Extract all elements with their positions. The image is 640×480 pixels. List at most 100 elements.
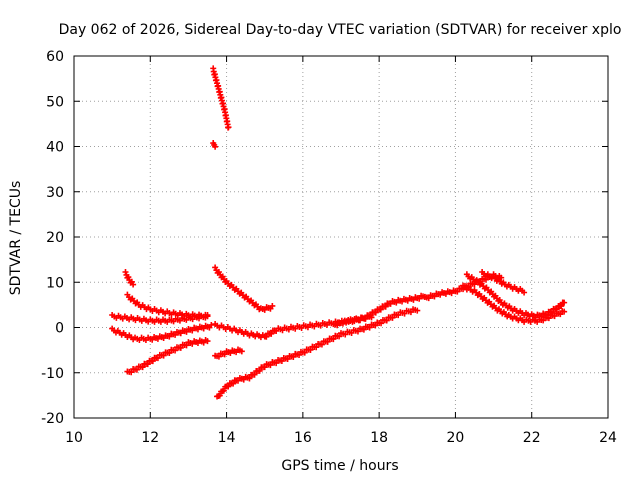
data-point (220, 387, 227, 394)
data-point (377, 306, 384, 313)
data-point (166, 350, 173, 357)
y-axis-ticks: -20 -10 0 10 20 30 40 50 60 (41, 49, 608, 427)
data-point (177, 344, 184, 351)
data-point (204, 338, 211, 345)
data-point (261, 364, 268, 371)
series-track-f (210, 65, 232, 131)
data-point (382, 303, 389, 310)
data-point (313, 344, 320, 351)
data-point (273, 360, 280, 367)
series-track-g (210, 140, 219, 150)
data-point (324, 338, 331, 345)
data-point (267, 362, 274, 369)
data-point (372, 322, 379, 329)
data-point (296, 351, 303, 358)
data-point (545, 315, 552, 322)
y-tick-label: 60 (46, 49, 64, 65)
x-tick-label: 20 (447, 430, 465, 446)
data-point (130, 281, 137, 288)
data-point (212, 143, 219, 150)
data-point (561, 308, 568, 315)
y-tick-label: 0 (55, 321, 64, 337)
series-track-h (212, 264, 276, 313)
data-point (251, 371, 258, 378)
series-track-j (212, 346, 245, 360)
data-point (561, 299, 568, 306)
data-point (172, 347, 179, 354)
data-point (367, 312, 374, 319)
data-point (558, 303, 565, 310)
series-track-k (214, 306, 421, 400)
data-point (454, 288, 461, 295)
x-axis-label: GPS time / hours (281, 458, 398, 474)
data-point (366, 324, 373, 331)
y-tick-label: 20 (46, 230, 64, 246)
data-point (256, 367, 263, 374)
data-point (336, 333, 343, 340)
data-point (183, 342, 190, 349)
data-point (154, 355, 161, 362)
series-track-o (460, 282, 568, 325)
data-point (362, 315, 369, 322)
data-point (521, 289, 528, 296)
data-point (133, 366, 140, 373)
data-point (225, 124, 232, 131)
series-track-a (124, 337, 211, 376)
y-tick-label: -10 (41, 366, 64, 382)
data-point (268, 330, 275, 337)
data-point (230, 380, 237, 387)
data-point (125, 274, 132, 281)
data-point (160, 352, 167, 359)
data-point (414, 307, 421, 314)
data-point (290, 353, 297, 360)
x-tick-label: 12 (141, 430, 159, 446)
data-point (372, 309, 379, 316)
data-point (278, 358, 285, 365)
x-axis-ticks: 10 12 14 16 18 20 22 24 (65, 56, 617, 446)
x-tick-label: 24 (599, 430, 617, 446)
data-point (128, 369, 135, 376)
data-point (540, 317, 547, 324)
data-point (307, 346, 314, 353)
y-axis-label: SDTVAR / TECUs (8, 181, 24, 296)
series-track-p (479, 269, 528, 296)
y-tick-label: 40 (46, 140, 64, 156)
data-point (238, 348, 245, 355)
data-point (149, 358, 156, 365)
series-track-e (122, 269, 137, 288)
x-tick-label: 22 (523, 430, 541, 446)
chart-title: Day 062 of 2026, Sidereal Day-to-day VTE… (59, 22, 622, 38)
data-point (122, 269, 129, 275)
x-tick-label: 16 (294, 430, 312, 446)
data-point (378, 320, 385, 327)
y-tick-label: 10 (46, 275, 64, 291)
y-tick-label: 50 (46, 94, 64, 110)
data-point (551, 313, 558, 320)
series-track-d (124, 291, 211, 321)
y-tick-label: 30 (46, 185, 64, 201)
data-point (301, 349, 308, 356)
data-point (360, 326, 367, 333)
data-point (204, 313, 211, 320)
grid-lines (74, 56, 608, 418)
x-tick-label: 10 (65, 430, 83, 446)
data-point (389, 314, 396, 321)
data-point (139, 364, 146, 371)
data-point (216, 392, 223, 399)
x-tick-label: 18 (370, 430, 388, 446)
data-point (215, 353, 222, 360)
data-point (246, 375, 253, 382)
data-point (269, 302, 276, 309)
data-point (221, 351, 228, 358)
data-point (383, 317, 390, 324)
data-point (284, 356, 291, 363)
data-point (144, 361, 151, 368)
data-point (208, 321, 215, 328)
data-point (330, 336, 337, 343)
data-point (263, 333, 270, 340)
y-tick-label: -20 (41, 411, 64, 427)
x-tick-label: 14 (218, 430, 236, 446)
data-point (225, 383, 232, 390)
series-track-l (330, 292, 428, 329)
